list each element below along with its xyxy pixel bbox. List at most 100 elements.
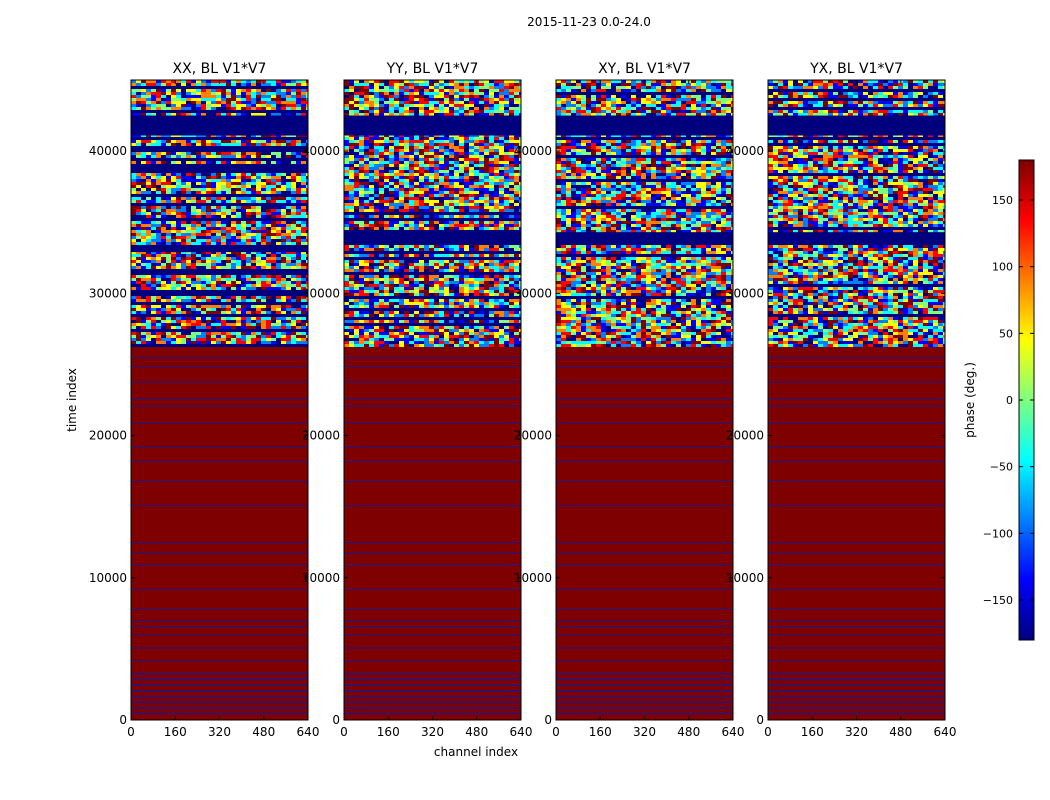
flag-line (768, 701, 945, 703)
flag-line (344, 481, 521, 483)
flag-line (556, 505, 733, 507)
panel-title: YX, BL V1*V7 (809, 61, 903, 77)
flag-line (131, 609, 308, 611)
y-axis-label: time index (65, 368, 79, 432)
y-tick-label: 30000 (726, 286, 764, 300)
flag-line (556, 357, 733, 359)
flag-line (768, 690, 945, 692)
blank-band (768, 232, 945, 245)
flag-line (556, 609, 733, 611)
panel-3: YX, BL V1*V7 0 160 320 480 640 0 10000 20000 3000… (726, 61, 957, 739)
flag-line (556, 481, 733, 483)
flag-line (556, 634, 733, 636)
flag-line (556, 695, 733, 698)
flag-line (344, 634, 521, 636)
flag-line (344, 552, 521, 554)
heatmap-image (556, 80, 733, 720)
blank-band (131, 244, 308, 253)
x-tick-label: 160 (801, 725, 824, 739)
colorbar-label: phase (deg.) (963, 362, 977, 438)
blank-band (768, 115, 945, 136)
flag-line (556, 446, 733, 448)
panel-1: YY, BL V1*V7 0 160 320 480 640 0 10000 20000 3000… (302, 61, 533, 739)
heatmap-image (768, 80, 945, 720)
x-tick-label: 480 (889, 725, 912, 739)
flag-line (344, 701, 521, 703)
flag-line (344, 398, 521, 400)
y-tick-label: 10000 (302, 571, 340, 585)
flagged-region (556, 345, 733, 720)
y-tick-label: 10000 (514, 571, 552, 585)
x-axis-label: channel index (434, 745, 518, 759)
flag-line (556, 707, 733, 709)
y-tick-label: 40000 (89, 144, 127, 158)
colorbar-tick-label: −100 (983, 527, 1013, 540)
flag-line (131, 398, 308, 400)
panel-0: XX, BL V1*V7 0 160 320 480 640 0 10000 20000 3000… (89, 61, 320, 739)
x-tick-label: 0 (127, 725, 135, 739)
flag-line (768, 634, 945, 636)
x-tick-label: 480 (677, 725, 700, 739)
flag-line (556, 381, 733, 383)
flag-line (131, 712, 308, 715)
flag-line (131, 481, 308, 483)
flag-line (556, 626, 733, 628)
x-tick-label: 320 (845, 725, 868, 739)
x-tick-label: 320 (421, 725, 444, 739)
blank-band (556, 232, 733, 245)
flag-line (344, 381, 521, 383)
flag-line (131, 660, 308, 662)
flag-line (344, 660, 521, 662)
flagged-region (768, 345, 945, 720)
flag-line (556, 701, 733, 703)
flag-line (131, 446, 308, 448)
flag-line (768, 660, 945, 662)
flag-line (131, 634, 308, 636)
flag-line (131, 405, 308, 407)
flag-line (556, 365, 733, 367)
x-tick-label: 320 (633, 725, 656, 739)
x-tick-label: 480 (252, 725, 275, 739)
y-tick-label: 40000 (514, 144, 552, 158)
flag-line (131, 365, 308, 367)
y-tick-label: 40000 (302, 144, 340, 158)
flag-line (344, 695, 521, 698)
y-tick-label: 20000 (89, 429, 127, 443)
flag-line (768, 609, 945, 611)
flag-line (768, 365, 945, 367)
flag-line (344, 678, 521, 681)
flag-line (131, 684, 308, 686)
flag-line (556, 690, 733, 692)
flag-line (344, 461, 521, 463)
colorbar-tick-label: 100 (992, 261, 1013, 274)
colorbar: −150 −100 −50 0 50 100 150 phase (deg.) (963, 159, 1035, 641)
flag-line (344, 446, 521, 448)
flag-line (131, 505, 308, 507)
flag-line (768, 712, 945, 715)
flag-line (768, 552, 945, 554)
flag-line (556, 673, 733, 675)
colorbar-tick-label: 0 (1006, 394, 1013, 407)
flag-line (768, 398, 945, 400)
blank-band (344, 232, 521, 245)
heatmap-image (344, 80, 521, 720)
x-tick-label: 0 (764, 725, 772, 739)
y-tick-label: 20000 (514, 429, 552, 443)
flag-line (344, 422, 521, 424)
flag-line (131, 589, 308, 591)
colorbar-tick-label: −150 (983, 594, 1013, 607)
flag-line (344, 357, 521, 359)
flag-line (344, 505, 521, 507)
flag-line (768, 707, 945, 709)
colorbar-tick-label: −50 (990, 461, 1013, 474)
panel-title: XX, BL V1*V7 (173, 61, 267, 77)
flag-line (344, 620, 521, 622)
flag-line (768, 673, 945, 675)
flag-line (556, 589, 733, 591)
x-tick-label: 640 (934, 725, 957, 739)
flag-line (344, 626, 521, 628)
x-tick-label: 160 (589, 725, 612, 739)
flag-line (344, 365, 521, 367)
flag-line (131, 461, 308, 463)
